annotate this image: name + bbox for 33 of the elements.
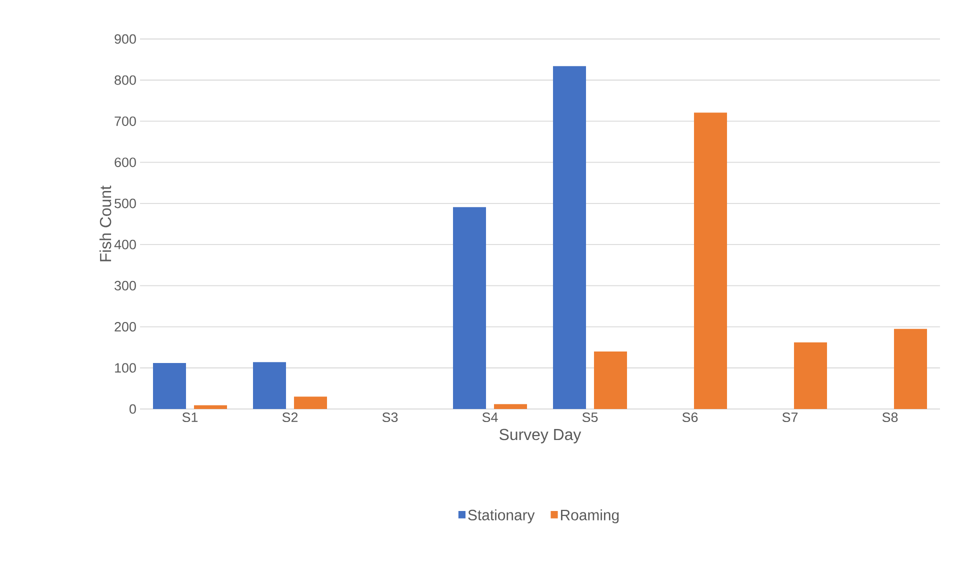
bar [194,405,228,409]
bar [494,404,528,409]
x-tick-label: S4 [482,412,498,422]
y-tick-label: 800 [114,75,136,85]
bar [894,328,928,409]
bar [553,66,586,409]
bar [594,351,628,409]
bar [453,207,486,409]
y-tick-label: 300 [114,280,136,290]
x-tick-label: S7 [782,412,798,422]
y-tick-label: 700 [114,116,136,126]
x-tick-label: S2 [282,412,298,422]
bar [694,112,728,409]
y-tick-label: 0 [130,404,136,414]
x-tick-label: S5 [582,412,598,422]
bar [253,362,286,409]
y-tick-label: 100 [115,363,136,373]
legend-label: Roaming [561,509,619,524]
x-tick-label: S8 [882,412,898,422]
x-tick-label: S1 [182,412,198,422]
bar [294,396,328,409]
y-axis-title: Fish Count [100,186,112,262]
y-tick-label: 900 [114,34,136,44]
bar [153,362,186,409]
bar [794,342,828,409]
y-tick-label: 400 [114,240,136,250]
y-tick-label: 500 [114,198,136,208]
x-axis-title: Survey Day [500,428,582,444]
x-tick-label: S3 [382,412,398,422]
x-tick-label: S6 [682,412,698,422]
legend-label: Stationary [468,509,535,524]
y-tick-label: 200 [114,322,136,332]
y-tick-label: 600 [114,158,136,168]
